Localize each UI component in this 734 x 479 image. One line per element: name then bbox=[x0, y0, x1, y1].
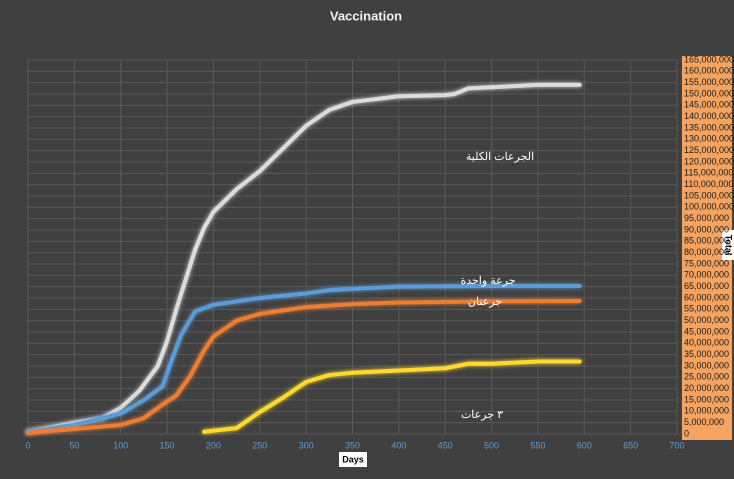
y-tick-label: 80,000,000 bbox=[684, 247, 729, 257]
series-line bbox=[26, 298, 582, 435]
x-label-box bbox=[339, 452, 367, 467]
y-tick-label: 135,000,000 bbox=[684, 122, 734, 132]
x-tick-label: 0 bbox=[25, 440, 30, 450]
y-tick-label: 155,000,000 bbox=[684, 77, 734, 87]
y-tick-label: 15,000,000 bbox=[684, 394, 729, 404]
y-tick-label: 120,000,000 bbox=[684, 156, 734, 166]
y-tick-label: 130,000,000 bbox=[684, 134, 734, 144]
series-label: جرعة واحدة bbox=[460, 275, 515, 287]
y-tick-label: 95,000,000 bbox=[684, 213, 729, 223]
y-tick-label: 50,000,000 bbox=[684, 315, 729, 325]
x-tick-label: 600 bbox=[577, 440, 592, 450]
y-tick-label: 125,000,000 bbox=[684, 145, 734, 155]
y-tick-label: 30,000,000 bbox=[684, 360, 729, 370]
series-line bbox=[26, 283, 582, 434]
y-tick-label: 160,000,000 bbox=[684, 66, 734, 76]
series-line bbox=[202, 359, 582, 434]
y-tick-label: 70,000,000 bbox=[684, 270, 729, 280]
y-tick-label: 110,000,000 bbox=[684, 179, 733, 189]
y-tick-label: 10,000,000 bbox=[684, 406, 729, 416]
y-tick-label: 5,000,000 bbox=[684, 417, 724, 427]
y-tick-label: 65,000,000 bbox=[684, 281, 729, 291]
x-tick-label: 150 bbox=[160, 440, 175, 450]
y-tick-label: 75,000,000 bbox=[684, 258, 729, 268]
y-tick-label: 35,000,000 bbox=[684, 349, 729, 359]
chart-title: Vaccination bbox=[330, 8, 402, 23]
x-tick-label: 700 bbox=[669, 440, 684, 450]
y-axis-label: Total bbox=[724, 235, 734, 256]
y-tick-label: 145,000,000 bbox=[684, 100, 734, 110]
y-tick-label: 150,000,000 bbox=[684, 88, 734, 98]
y-tick-label: 20,000,000 bbox=[684, 383, 729, 393]
y-tick-label: 60,000,000 bbox=[684, 292, 729, 302]
y-tick-label: 40,000,000 bbox=[684, 338, 729, 348]
y-tick-label: 100,000,000 bbox=[684, 202, 734, 212]
y-tick-label: 85,000,000 bbox=[684, 236, 729, 246]
x-tick-label: 450 bbox=[438, 440, 453, 450]
y-tick-label: 45,000,000 bbox=[684, 326, 729, 336]
x-tick-label: 100 bbox=[113, 440, 128, 450]
x-tick-label: 300 bbox=[299, 440, 314, 450]
x-axis-label: Days bbox=[342, 454, 364, 464]
x-tick-label: 550 bbox=[530, 440, 545, 450]
y-tick-label: 165,000,000 bbox=[684, 54, 734, 64]
x-tick-label: 250 bbox=[252, 440, 267, 450]
x-tick-label: 650 bbox=[623, 440, 638, 450]
x-tick-label: 50 bbox=[69, 440, 79, 450]
x-tick-label: 350 bbox=[345, 440, 360, 450]
y-tick-label: 105,000,000 bbox=[684, 190, 734, 200]
y-tick-label: 55,000,000 bbox=[684, 304, 729, 314]
series-label: جرعتان bbox=[468, 296, 502, 308]
y-tick-label: 25,000,000 bbox=[684, 372, 729, 382]
y-tick-label: 90,000,000 bbox=[684, 224, 729, 234]
y-label-box bbox=[722, 230, 734, 260]
series-label: ٣ جرعات bbox=[461, 409, 503, 421]
series-label: الجرعات الكلية bbox=[466, 151, 534, 163]
x-tick-label: 400 bbox=[391, 440, 406, 450]
y-tick-label: 115,000,000 bbox=[684, 168, 733, 178]
series-line bbox=[26, 82, 582, 434]
x-tick-label: 500 bbox=[484, 440, 499, 450]
y-tick-label: 140,000,000 bbox=[684, 111, 734, 121]
x-tick-label: 200 bbox=[206, 440, 221, 450]
y-tick-label: 0 bbox=[684, 428, 689, 438]
